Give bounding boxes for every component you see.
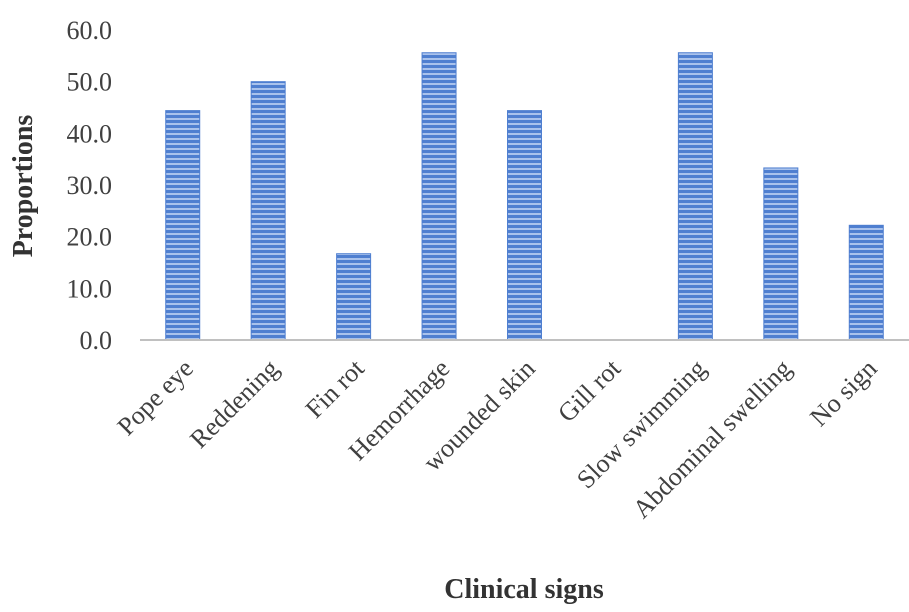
bar bbox=[848, 224, 884, 341]
bar bbox=[507, 110, 542, 341]
y-tick-label: 50.0 bbox=[67, 68, 113, 97]
x-tick-label: Fin rot bbox=[300, 353, 371, 424]
y-tick-label: 0.0 bbox=[80, 326, 113, 355]
x-tick-label: Reddening bbox=[184, 354, 284, 454]
bars bbox=[165, 52, 884, 341]
x-tick-label: Gill rot bbox=[552, 353, 627, 428]
x-axis-title: Clinical signs bbox=[444, 574, 604, 605]
y-tick-label: 60.0 bbox=[67, 16, 113, 45]
x-tick-label: Abdominal swelling bbox=[627, 354, 797, 524]
bar bbox=[677, 52, 713, 341]
bar bbox=[421, 52, 457, 341]
bar bbox=[763, 167, 799, 341]
y-tick-label: 40.0 bbox=[67, 119, 113, 148]
y-tick-label: 10.0 bbox=[67, 274, 113, 303]
x-tick-label: No sign bbox=[804, 354, 882, 432]
y-axis-ticks: 0.0 10.0 20.0 30.0 40.0 50.0 60.0 bbox=[67, 16, 113, 355]
y-tick-label: 30.0 bbox=[67, 171, 113, 200]
y-axis-title: Proportions bbox=[8, 115, 39, 258]
x-tick-label: Pope eye bbox=[112, 354, 199, 441]
y-tick-label: 20.0 bbox=[67, 223, 113, 252]
bar bbox=[250, 81, 286, 341]
bar bbox=[165, 110, 201, 341]
bar bbox=[336, 253, 372, 341]
